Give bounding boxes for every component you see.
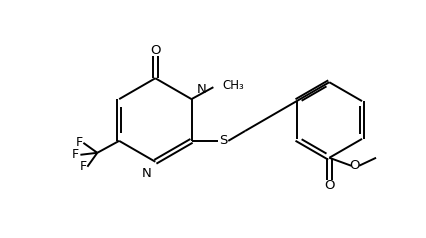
Text: N: N bbox=[141, 167, 151, 180]
Text: O: O bbox=[348, 159, 359, 172]
Text: O: O bbox=[150, 44, 160, 57]
Text: S: S bbox=[219, 134, 227, 147]
Text: O: O bbox=[323, 179, 334, 192]
Text: F: F bbox=[72, 148, 79, 161]
Text: F: F bbox=[76, 136, 83, 149]
Text: CH₃: CH₃ bbox=[222, 79, 244, 92]
Text: N: N bbox=[196, 83, 206, 96]
Text: F: F bbox=[80, 160, 87, 173]
